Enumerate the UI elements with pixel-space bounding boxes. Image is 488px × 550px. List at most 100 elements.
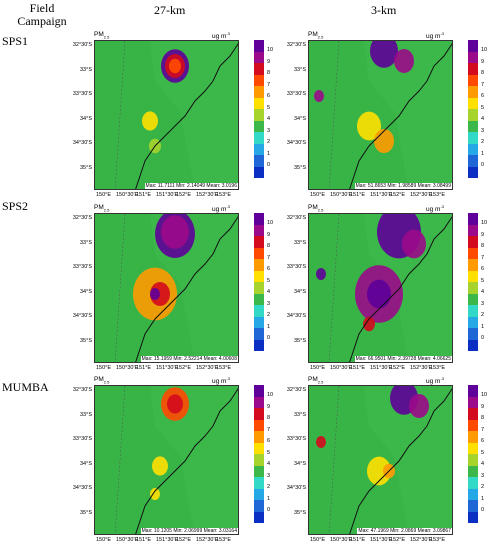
colorbar-tick-label: 5 bbox=[481, 104, 485, 111]
variable-name: PM bbox=[94, 376, 104, 383]
colorbar-tick-label: 8 bbox=[267, 243, 271, 249]
colorbar-tick-label: 1 bbox=[267, 150, 271, 157]
longitude-tick-label: 150°E bbox=[96, 192, 112, 198]
panel-variable-title: PM2.5 bbox=[308, 31, 323, 39]
colorbar-tick-label: 8 bbox=[481, 243, 485, 249]
latitude-tick-label: 34°30'S bbox=[286, 140, 306, 146]
colorbar-segment bbox=[468, 51, 478, 63]
latitude-tick-label: 33°30'S bbox=[286, 264, 306, 270]
longitude-tick-label: 151°30'E bbox=[156, 537, 179, 543]
colorbar-tick-label: 5 bbox=[481, 449, 485, 456]
colorbar-tick-label: 8 bbox=[267, 415, 271, 421]
colorbar-tick-label: 2 bbox=[267, 484, 271, 490]
pm25-concentration-map bbox=[308, 385, 453, 535]
colorbar-tick-label: 6 bbox=[481, 438, 485, 444]
colorbar-segment bbox=[468, 63, 478, 75]
panel-statistics: Max: 51.8653 Min: 1.98589 Mean: 3.08499 bbox=[354, 183, 452, 189]
unit-exponent: -3 bbox=[440, 376, 445, 381]
latitude-tick-label: 32°30'S bbox=[286, 215, 306, 221]
colorbar-segment bbox=[254, 109, 264, 121]
panel-variable-title: PM2.5 bbox=[94, 204, 109, 212]
variable-subscript: 2.5 bbox=[103, 379, 110, 385]
colorbar-segment bbox=[468, 419, 478, 431]
pm25-concentration-map bbox=[94, 385, 239, 535]
map-panel bbox=[94, 40, 239, 190]
longitude-tick-label: 153°E bbox=[216, 365, 232, 371]
latitude-tick-label: 34°30'S bbox=[286, 313, 306, 319]
longitude-tick-label: 152°30'E bbox=[196, 192, 219, 198]
panel-variable-title: PM2.5 bbox=[94, 31, 109, 39]
longitude-tick-label: 153°E bbox=[430, 365, 446, 371]
colorbar-segment bbox=[468, 465, 478, 477]
latitude-tick-label: 35°S bbox=[80, 337, 92, 344]
latitude-tick-label: 35°S bbox=[80, 164, 92, 171]
longitude-tick-label: 151°30'E bbox=[156, 192, 179, 198]
panel-variable-title: PM2.5 bbox=[94, 376, 109, 384]
colorbar-tick-label: 10 bbox=[267, 47, 274, 53]
longitude-tick-label: 150°E bbox=[310, 192, 326, 198]
longitude-tick-label: 152°30'E bbox=[196, 365, 219, 371]
colorbar-tick-label: 0 bbox=[481, 162, 485, 168]
longitude-tick-label: 152°E bbox=[176, 365, 192, 371]
colorbar-tick-label: 1 bbox=[481, 495, 485, 502]
colorbar-segment bbox=[254, 86, 264, 98]
colorbar bbox=[254, 40, 264, 178]
colorbar-tick-label: 6 bbox=[267, 93, 271, 99]
latitude-tick-label: 34°S bbox=[80, 288, 92, 295]
colorbar-tick-label: 4 bbox=[481, 289, 485, 295]
longitude-tick-label: 151°30'E bbox=[156, 365, 179, 371]
latitude-tick-label: 32°30'S bbox=[286, 387, 306, 393]
longitude-tick-label: 151°E bbox=[350, 365, 366, 371]
variable-subscript: 2.5 bbox=[317, 379, 324, 385]
colorbar-tick-label: 1 bbox=[481, 150, 485, 157]
colorbar-tick-label: 6 bbox=[481, 266, 485, 272]
latitude-tick-label: 34°30'S bbox=[72, 313, 92, 319]
colorbar-segment bbox=[254, 419, 264, 431]
latitude-tick-label: 35°S bbox=[294, 509, 306, 516]
colorbar-segment bbox=[468, 500, 478, 512]
colorbar-tick-label: 5 bbox=[267, 104, 271, 111]
latitude-tick-label: 34°30'S bbox=[286, 485, 306, 491]
map-panel bbox=[94, 213, 239, 363]
latitude-tick-label: 33°S bbox=[294, 66, 306, 73]
colorbar-segment bbox=[254, 511, 264, 523]
colorbar-tick-label: 2 bbox=[267, 312, 271, 318]
colorbar-tick-label: 10 bbox=[481, 220, 488, 226]
latitude-tick-label: 34°30'S bbox=[72, 140, 92, 146]
colorbar bbox=[468, 213, 478, 351]
variable-name: PM bbox=[308, 31, 318, 38]
unit-exponent: -3 bbox=[226, 31, 231, 36]
longitude-tick-label: 152°30'E bbox=[196, 537, 219, 543]
colorbar-segment bbox=[468, 385, 478, 397]
colorbar-segment bbox=[254, 40, 264, 52]
colorbar-tick-label: 9 bbox=[267, 231, 271, 238]
latitude-tick-label: 33°S bbox=[80, 66, 92, 73]
column-header-3km: 3-km bbox=[371, 3, 397, 17]
longitude-tick-label: 152°30'E bbox=[410, 537, 433, 543]
variable-name: PM bbox=[94, 31, 104, 38]
colorbar-segment bbox=[468, 40, 478, 52]
panel-statistics: Max: 47.1969 Min: 2.0869 Mean: 3.09867 bbox=[357, 528, 452, 534]
colorbar-tick-label: 4 bbox=[481, 461, 485, 467]
colorbar-segment bbox=[254, 259, 264, 271]
panel-statistics: Max: 11.7111 Min: 2.14049 Mean: 3.0196 bbox=[144, 183, 238, 189]
colorbar-tick-label: 1 bbox=[481, 323, 485, 330]
colorbar-segment bbox=[254, 270, 264, 282]
colorbar-tick-label: 9 bbox=[481, 403, 485, 410]
colorbar-segment bbox=[254, 166, 264, 178]
column-header-27km: 27-km bbox=[154, 3, 186, 17]
colorbar-segment bbox=[468, 511, 478, 523]
colorbar-tick-label: 0 bbox=[267, 162, 271, 168]
unit-exponent: -3 bbox=[226, 376, 231, 381]
colorbar-segment bbox=[254, 408, 264, 420]
longitude-tick-label: 150°30'E bbox=[116, 365, 139, 371]
colorbar-segment bbox=[468, 488, 478, 500]
latitude-tick-label: 35°S bbox=[294, 164, 306, 171]
colorbar-segment bbox=[254, 442, 264, 454]
latitude-tick-label: 33°30'S bbox=[72, 436, 92, 442]
colorbar-segment bbox=[254, 293, 264, 305]
map-panel bbox=[308, 40, 453, 190]
colorbar-tick-label: 7 bbox=[481, 254, 485, 261]
latitude-tick-label: 32°30'S bbox=[286, 42, 306, 48]
colorbar-segment bbox=[468, 408, 478, 420]
